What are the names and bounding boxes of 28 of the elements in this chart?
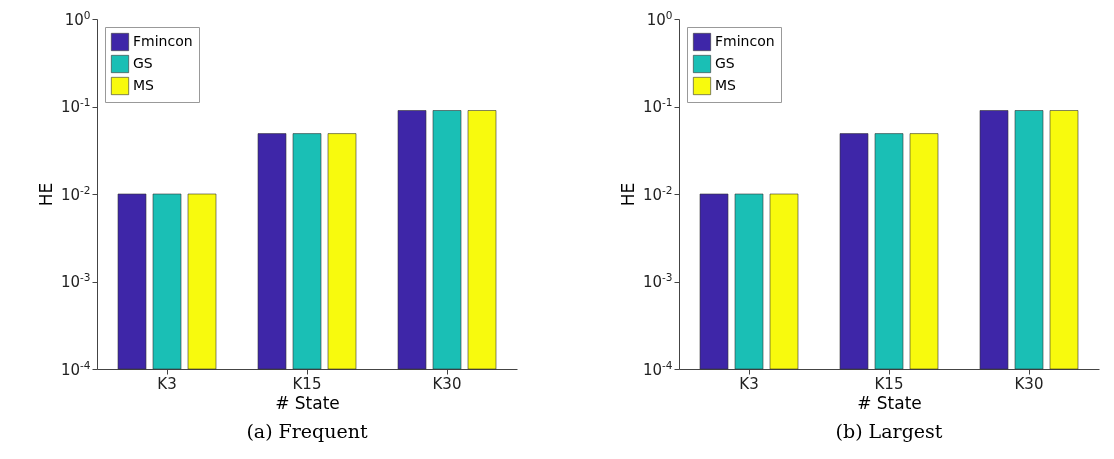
legend-label: MS <box>715 77 737 93</box>
legend-label: GS <box>715 55 735 71</box>
y-tick-label: 10$^{-3}$ <box>60 271 91 291</box>
y-tick-label: 10$^{-4}$ <box>642 358 673 379</box>
y-axis-title: HE <box>35 182 56 207</box>
legend-label: Fmincon <box>133 33 193 49</box>
legend-label: GS <box>133 55 153 71</box>
y-tick-label: 10$^{-1}$ <box>60 96 91 116</box>
x-axis-title: # State <box>857 392 922 413</box>
y-tick-label: 10$^{-4}$ <box>60 358 91 379</box>
x-tick-label: K3 <box>157 374 177 393</box>
x-tick-label: K3 <box>739 374 759 393</box>
x-tick-label: K30 <box>1014 374 1044 393</box>
y-tick-label: 10$^{-3}$ <box>642 271 673 291</box>
x-axis-title: # State <box>275 392 340 413</box>
x-tick-label: K15 <box>874 374 904 393</box>
y-tick-label: 10$^{-2}$ <box>642 183 673 204</box>
y-tick-label: 10$^{-1}$ <box>642 96 673 116</box>
text: (a) Frequent <box>246 420 368 442</box>
legend-label: Fmincon <box>715 33 775 49</box>
text: (b) Largest <box>835 420 943 442</box>
y-axis-title: HE <box>617 182 638 207</box>
x-tick-label: K30 <box>432 374 462 393</box>
y-tick-label: 10$^{0}$ <box>646 8 673 29</box>
y-tick-label: 10$^{-2}$ <box>60 183 91 204</box>
y-tick-label: 10$^{0}$ <box>64 8 91 29</box>
x-tick-label: K15 <box>292 374 322 393</box>
legend-label: MS <box>133 77 155 93</box>
